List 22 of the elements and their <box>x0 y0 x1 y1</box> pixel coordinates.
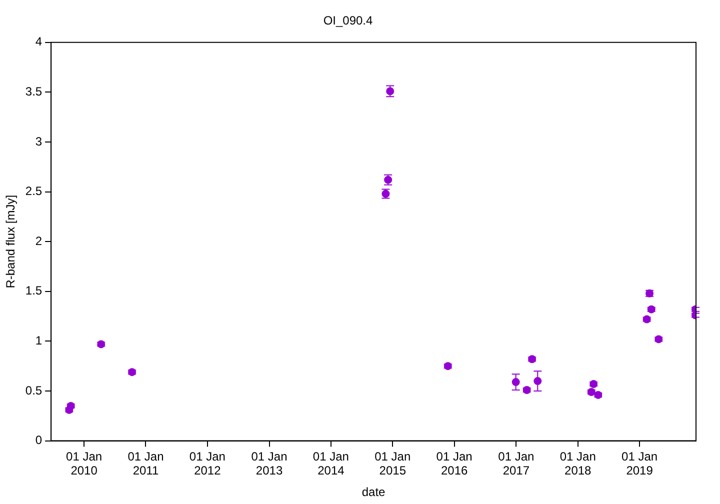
chart-title: OI_090.4 <box>323 14 374 28</box>
x-tick-label: 01 Jan 2017 <box>498 449 534 478</box>
x-tick-label: 01 Jan 2018 <box>560 449 596 478</box>
x-tick-label: 01 Jan 2012 <box>189 449 226 478</box>
x-tick-label: 01 Jan 2014 <box>312 449 349 478</box>
x-tick-label: 01 Jan 2016 <box>436 449 472 478</box>
y-tick-label: 2 <box>35 234 42 248</box>
x-tick-label: 01 Jan 2015 <box>374 449 411 478</box>
y-tick-label: 1 <box>35 334 42 348</box>
y-tick-label: 3 <box>35 134 42 148</box>
y-tick-label: 2.5 <box>25 184 42 198</box>
y-tick-label: 0.5 <box>25 383 42 398</box>
x-tick-label: 01 Jan 2011 <box>128 449 164 478</box>
x-axis-title: date <box>362 485 386 500</box>
y-tick-label: 4 <box>35 34 42 49</box>
y-tick-label: 1.5 <box>25 284 42 298</box>
x-tick-label: 01 Jan 2010 <box>66 449 102 478</box>
x-tick-label: 01 Jan 2013 <box>251 449 288 478</box>
y-tick-label: 0 <box>35 433 42 448</box>
y-axis-title: R-band flux [mJy] <box>4 194 18 288</box>
y-tick-label: 3.5 <box>25 84 42 99</box>
x-tick-label: 01 Jan 2019 <box>622 449 658 478</box>
